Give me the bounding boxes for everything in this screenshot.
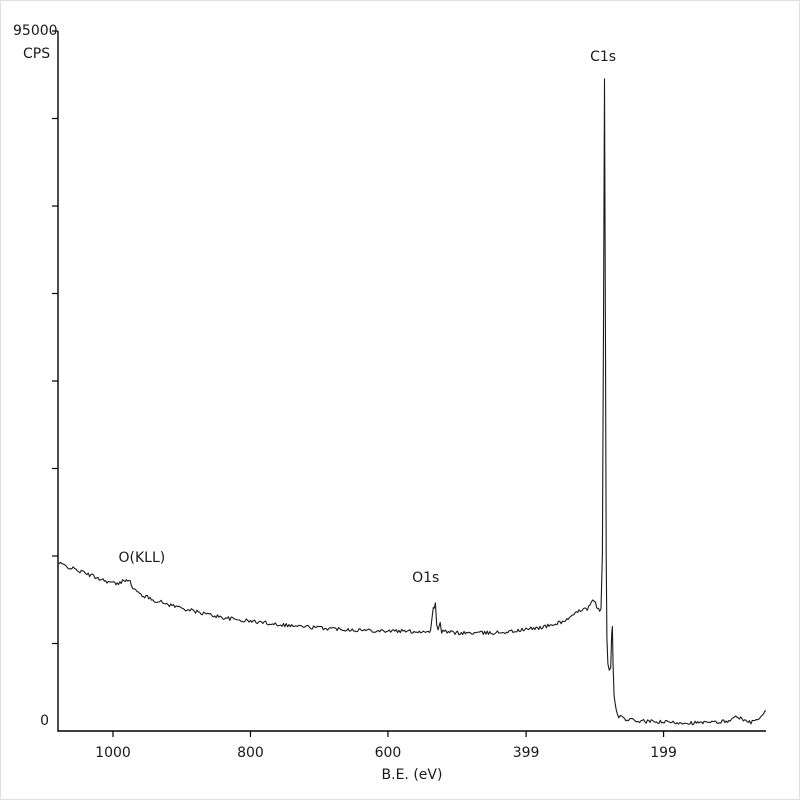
- x-tick-label: 1000: [95, 745, 131, 761]
- peak-label-o1s: O1s: [412, 569, 440, 586]
- x-axis-title: B.E. (eV): [381, 767, 443, 783]
- spectrum-trace: [57, 78, 767, 726]
- peak-label-c1s: C1s: [590, 48, 617, 65]
- x-tick-label: 600: [374, 745, 402, 761]
- x-tick-label: 800: [237, 745, 264, 761]
- x-tick-label: 399: [512, 745, 540, 761]
- y-axis-max-label: 95000: [13, 23, 58, 39]
- y-axis-zero-label: 0: [40, 713, 49, 729]
- peak-label-okll: O(KLL): [118, 549, 166, 566]
- axes: [57, 31, 766, 732]
- y-axis-unit-label: CPS: [23, 46, 51, 62]
- x-tick-label: 199: [650, 745, 677, 761]
